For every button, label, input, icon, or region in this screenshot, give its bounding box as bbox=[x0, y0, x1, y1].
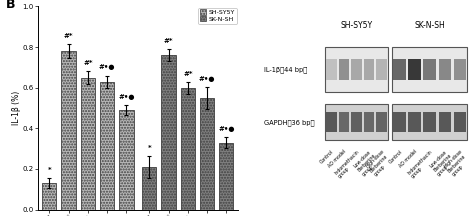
Text: #*: #* bbox=[164, 38, 173, 44]
Bar bbox=[376, 112, 387, 132]
Bar bbox=[338, 112, 349, 132]
Bar bbox=[200, 98, 214, 210]
Text: B: B bbox=[6, 0, 16, 11]
Bar bbox=[438, 112, 451, 132]
Bar bbox=[326, 59, 337, 79]
Bar bbox=[393, 112, 406, 132]
Text: #*: #* bbox=[64, 33, 73, 39]
Text: IL-1β（44 bp）: IL-1β（44 bp） bbox=[264, 66, 308, 73]
Bar bbox=[454, 112, 466, 132]
Bar bbox=[81, 78, 95, 210]
Bar bbox=[219, 143, 234, 210]
Bar bbox=[100, 82, 114, 210]
Bar bbox=[393, 59, 406, 79]
Bar bbox=[351, 112, 362, 132]
Bar bbox=[142, 167, 156, 210]
Y-axis label: IL-1β (%): IL-1β (%) bbox=[12, 91, 21, 125]
Bar bbox=[338, 59, 349, 79]
Text: #•●: #•● bbox=[218, 126, 235, 132]
Bar bbox=[438, 59, 451, 79]
Bar bbox=[423, 59, 436, 79]
Text: #*: #* bbox=[83, 60, 92, 66]
Text: Indomethacin
group: Indomethacin group bbox=[407, 149, 438, 179]
Bar bbox=[62, 51, 76, 210]
Bar bbox=[119, 110, 134, 210]
Text: High-dose
Berberine
group: High-dose Berberine group bbox=[443, 149, 472, 177]
Bar bbox=[364, 112, 374, 132]
Text: Low-dose
Berberine
group: Low-dose Berberine group bbox=[353, 149, 381, 177]
Legend: SH-SY5Y, SK-N-SH: SH-SY5Y, SK-N-SH bbox=[198, 8, 237, 24]
Text: Low-dose
Berberine
group: Low-dose Berberine group bbox=[428, 149, 456, 177]
Text: GAPDH（36 bp）: GAPDH（36 bp） bbox=[264, 119, 315, 125]
Bar bbox=[325, 104, 388, 140]
Text: Indomethacin
group: Indomethacin group bbox=[333, 149, 364, 179]
Text: SH-SY5Y: SH-SY5Y bbox=[340, 21, 373, 30]
Text: *: * bbox=[47, 167, 51, 173]
Bar bbox=[409, 112, 421, 132]
Bar bbox=[42, 183, 56, 210]
Text: Control: Control bbox=[319, 149, 335, 164]
Text: AD model: AD model bbox=[398, 149, 418, 168]
Bar bbox=[162, 55, 176, 210]
Text: #•●: #•● bbox=[199, 76, 215, 82]
Bar bbox=[392, 47, 467, 92]
Text: *: * bbox=[147, 145, 151, 151]
Text: #•●: #•● bbox=[118, 94, 135, 100]
Text: Control: Control bbox=[388, 149, 403, 164]
Text: #*: #* bbox=[183, 71, 192, 76]
Text: #•●: #•● bbox=[99, 64, 115, 70]
Bar bbox=[376, 59, 387, 79]
Text: SK-N-SH: SK-N-SH bbox=[414, 21, 445, 30]
Bar bbox=[325, 47, 388, 92]
Bar bbox=[364, 59, 374, 79]
Bar bbox=[409, 59, 421, 79]
Bar bbox=[326, 112, 337, 132]
Text: AD model: AD model bbox=[328, 149, 347, 168]
Bar bbox=[423, 112, 436, 132]
Bar bbox=[181, 88, 195, 210]
Bar bbox=[351, 59, 362, 79]
Bar bbox=[392, 104, 467, 140]
Bar bbox=[454, 59, 466, 79]
Text: High-dose
Berberine
group: High-dose Berberine group bbox=[365, 149, 393, 177]
